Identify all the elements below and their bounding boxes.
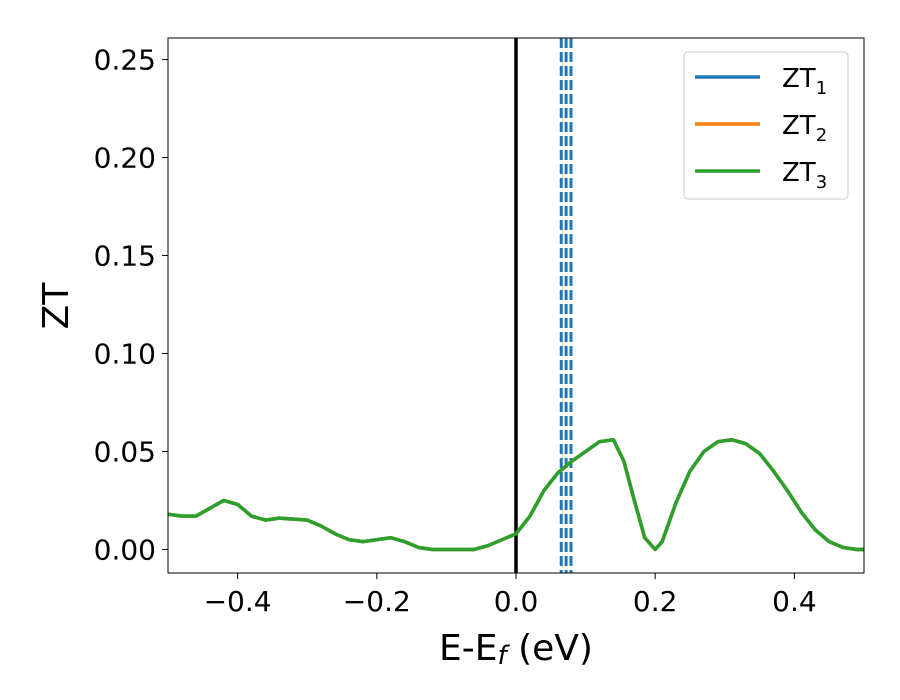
- series-line-zt3: [168, 437, 864, 552]
- legend-label-zt1: ZT1: [782, 64, 827, 99]
- series-lines: [168, 437, 864, 552]
- x-axis-ticks: −0.4 −0.2 0.0 0.2 0.4: [204, 573, 817, 618]
- y-tick-label: 0.25: [94, 44, 156, 77]
- legend: ZT1 ZT2 ZT3: [683, 51, 849, 200]
- y-axis-title: ZT: [36, 282, 77, 330]
- legend-box: [683, 51, 849, 200]
- x-tick-label: 0.0: [494, 585, 539, 618]
- legend-label-zt3: ZT3: [782, 158, 827, 193]
- legend-label-zt2: ZT2: [782, 111, 827, 146]
- x-tick-label: 0.2: [633, 585, 678, 618]
- x-tick-label: 0.4: [772, 585, 817, 618]
- y-tick-label: 0.10: [94, 338, 156, 371]
- y-tick-label: 0.20: [94, 142, 156, 175]
- x-axis-title-main: E-E: [439, 628, 497, 669]
- x-axis-title: E-Ef (eV): [439, 628, 593, 671]
- y-tick-label: 0.15: [94, 240, 156, 273]
- x-tick-label: −0.4: [204, 585, 272, 618]
- x-axis-title-unit: (eV): [507, 628, 593, 669]
- y-tick-label: 0.05: [94, 435, 156, 468]
- y-axis-ticks: 0.00 0.05 0.10 0.15 0.20 0.25: [94, 44, 168, 566]
- x-tick-label: −0.2: [343, 585, 411, 618]
- vertical-lines: [514, 38, 573, 573]
- y-tick-label: 0.00: [94, 533, 156, 566]
